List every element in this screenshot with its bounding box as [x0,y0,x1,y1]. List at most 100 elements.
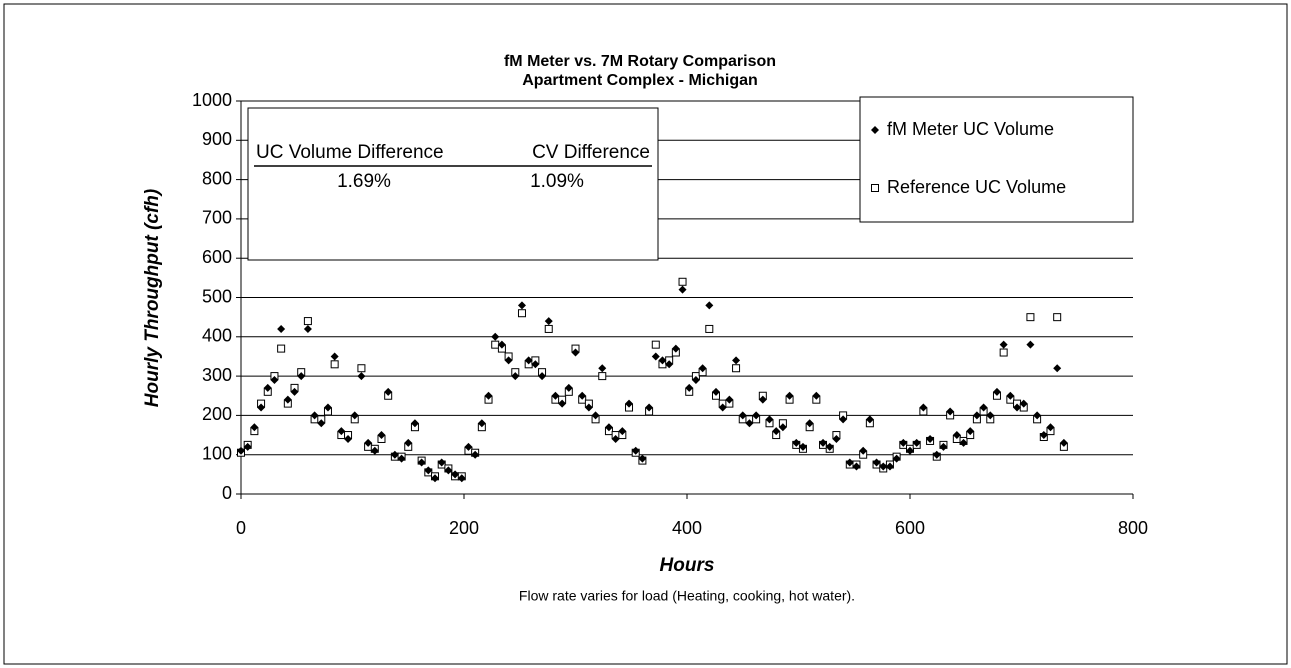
point [1026,313,1035,322]
y-tick-label: 800 [202,168,232,188]
point [1033,411,1042,420]
point [952,431,961,440]
point [457,474,466,483]
point [237,446,245,455]
y-tick-label: 900 [202,129,232,149]
y-tick-label: 200 [202,404,232,424]
point [303,324,312,333]
point [323,403,332,412]
point [437,458,446,467]
point [785,391,794,400]
point [357,372,366,381]
point [491,332,500,341]
point [691,376,700,385]
point [812,391,821,400]
point [1013,403,1022,412]
legend-label: fM Meter UC Volume [887,119,1054,139]
point [745,419,754,428]
point [277,324,286,333]
point [972,411,981,420]
point [678,277,687,286]
point [738,411,747,420]
point [705,301,714,310]
point [839,415,848,424]
legend-marker [871,126,879,134]
point [551,391,560,400]
point [477,419,486,428]
point [645,403,654,412]
point [651,352,660,361]
point [564,383,573,392]
point [370,446,379,455]
point [899,438,908,447]
point [906,446,914,455]
point [685,383,694,392]
point [464,442,473,451]
point [919,403,928,412]
point [671,344,680,353]
point [992,387,1001,396]
point [1053,364,1062,373]
point [638,454,647,463]
point [758,395,767,404]
point [404,438,413,447]
annotation-header: CV Difference [532,142,650,163]
y-tick-label: 400 [202,326,232,346]
point [484,391,493,400]
point [544,317,553,326]
point [390,450,399,459]
point [584,403,593,412]
chart-title: fM Meter vs. 7M Rotary Comparison [504,53,776,70]
point [270,376,279,385]
point [591,411,600,420]
point [631,446,640,455]
point [410,419,419,428]
point [926,434,935,443]
point [517,301,526,310]
point [698,364,707,373]
point [283,395,292,404]
chart-subtitle: Apartment Complex - Michigan [522,72,758,89]
point [939,442,948,451]
y-axis-label: Hourly Throughput (cfh) [142,189,163,407]
annotation-value: 1.09% [530,171,584,192]
y-tick-label: 300 [202,365,232,385]
legend-marker [871,184,879,192]
point [852,462,861,471]
point [999,348,1008,357]
point [397,454,406,463]
point [277,344,286,353]
point [451,470,460,479]
annotation-header: UC Volume Difference [256,142,444,163]
point [377,431,386,440]
point [665,360,674,369]
point [618,427,627,436]
point [310,411,319,420]
point [1026,340,1035,349]
point [364,438,373,447]
point [384,387,393,396]
point [330,360,339,369]
point [598,364,607,373]
point [845,458,854,467]
point [932,450,941,459]
point [678,285,687,294]
point [517,309,526,318]
point [705,324,714,333]
point [531,360,540,369]
point [290,387,299,396]
legend-box [859,96,1134,223]
x-axis-label: Hours [660,555,715,576]
y-tick-label: 100 [202,443,232,463]
point [725,395,734,404]
point [752,411,761,420]
point [424,466,433,475]
y-tick-label: 600 [202,247,232,267]
point [357,364,366,373]
point [431,474,440,483]
point [417,458,426,467]
point [859,446,868,455]
caption: Flow rate varies for load (Heating, cook… [519,588,855,604]
point [651,340,660,349]
